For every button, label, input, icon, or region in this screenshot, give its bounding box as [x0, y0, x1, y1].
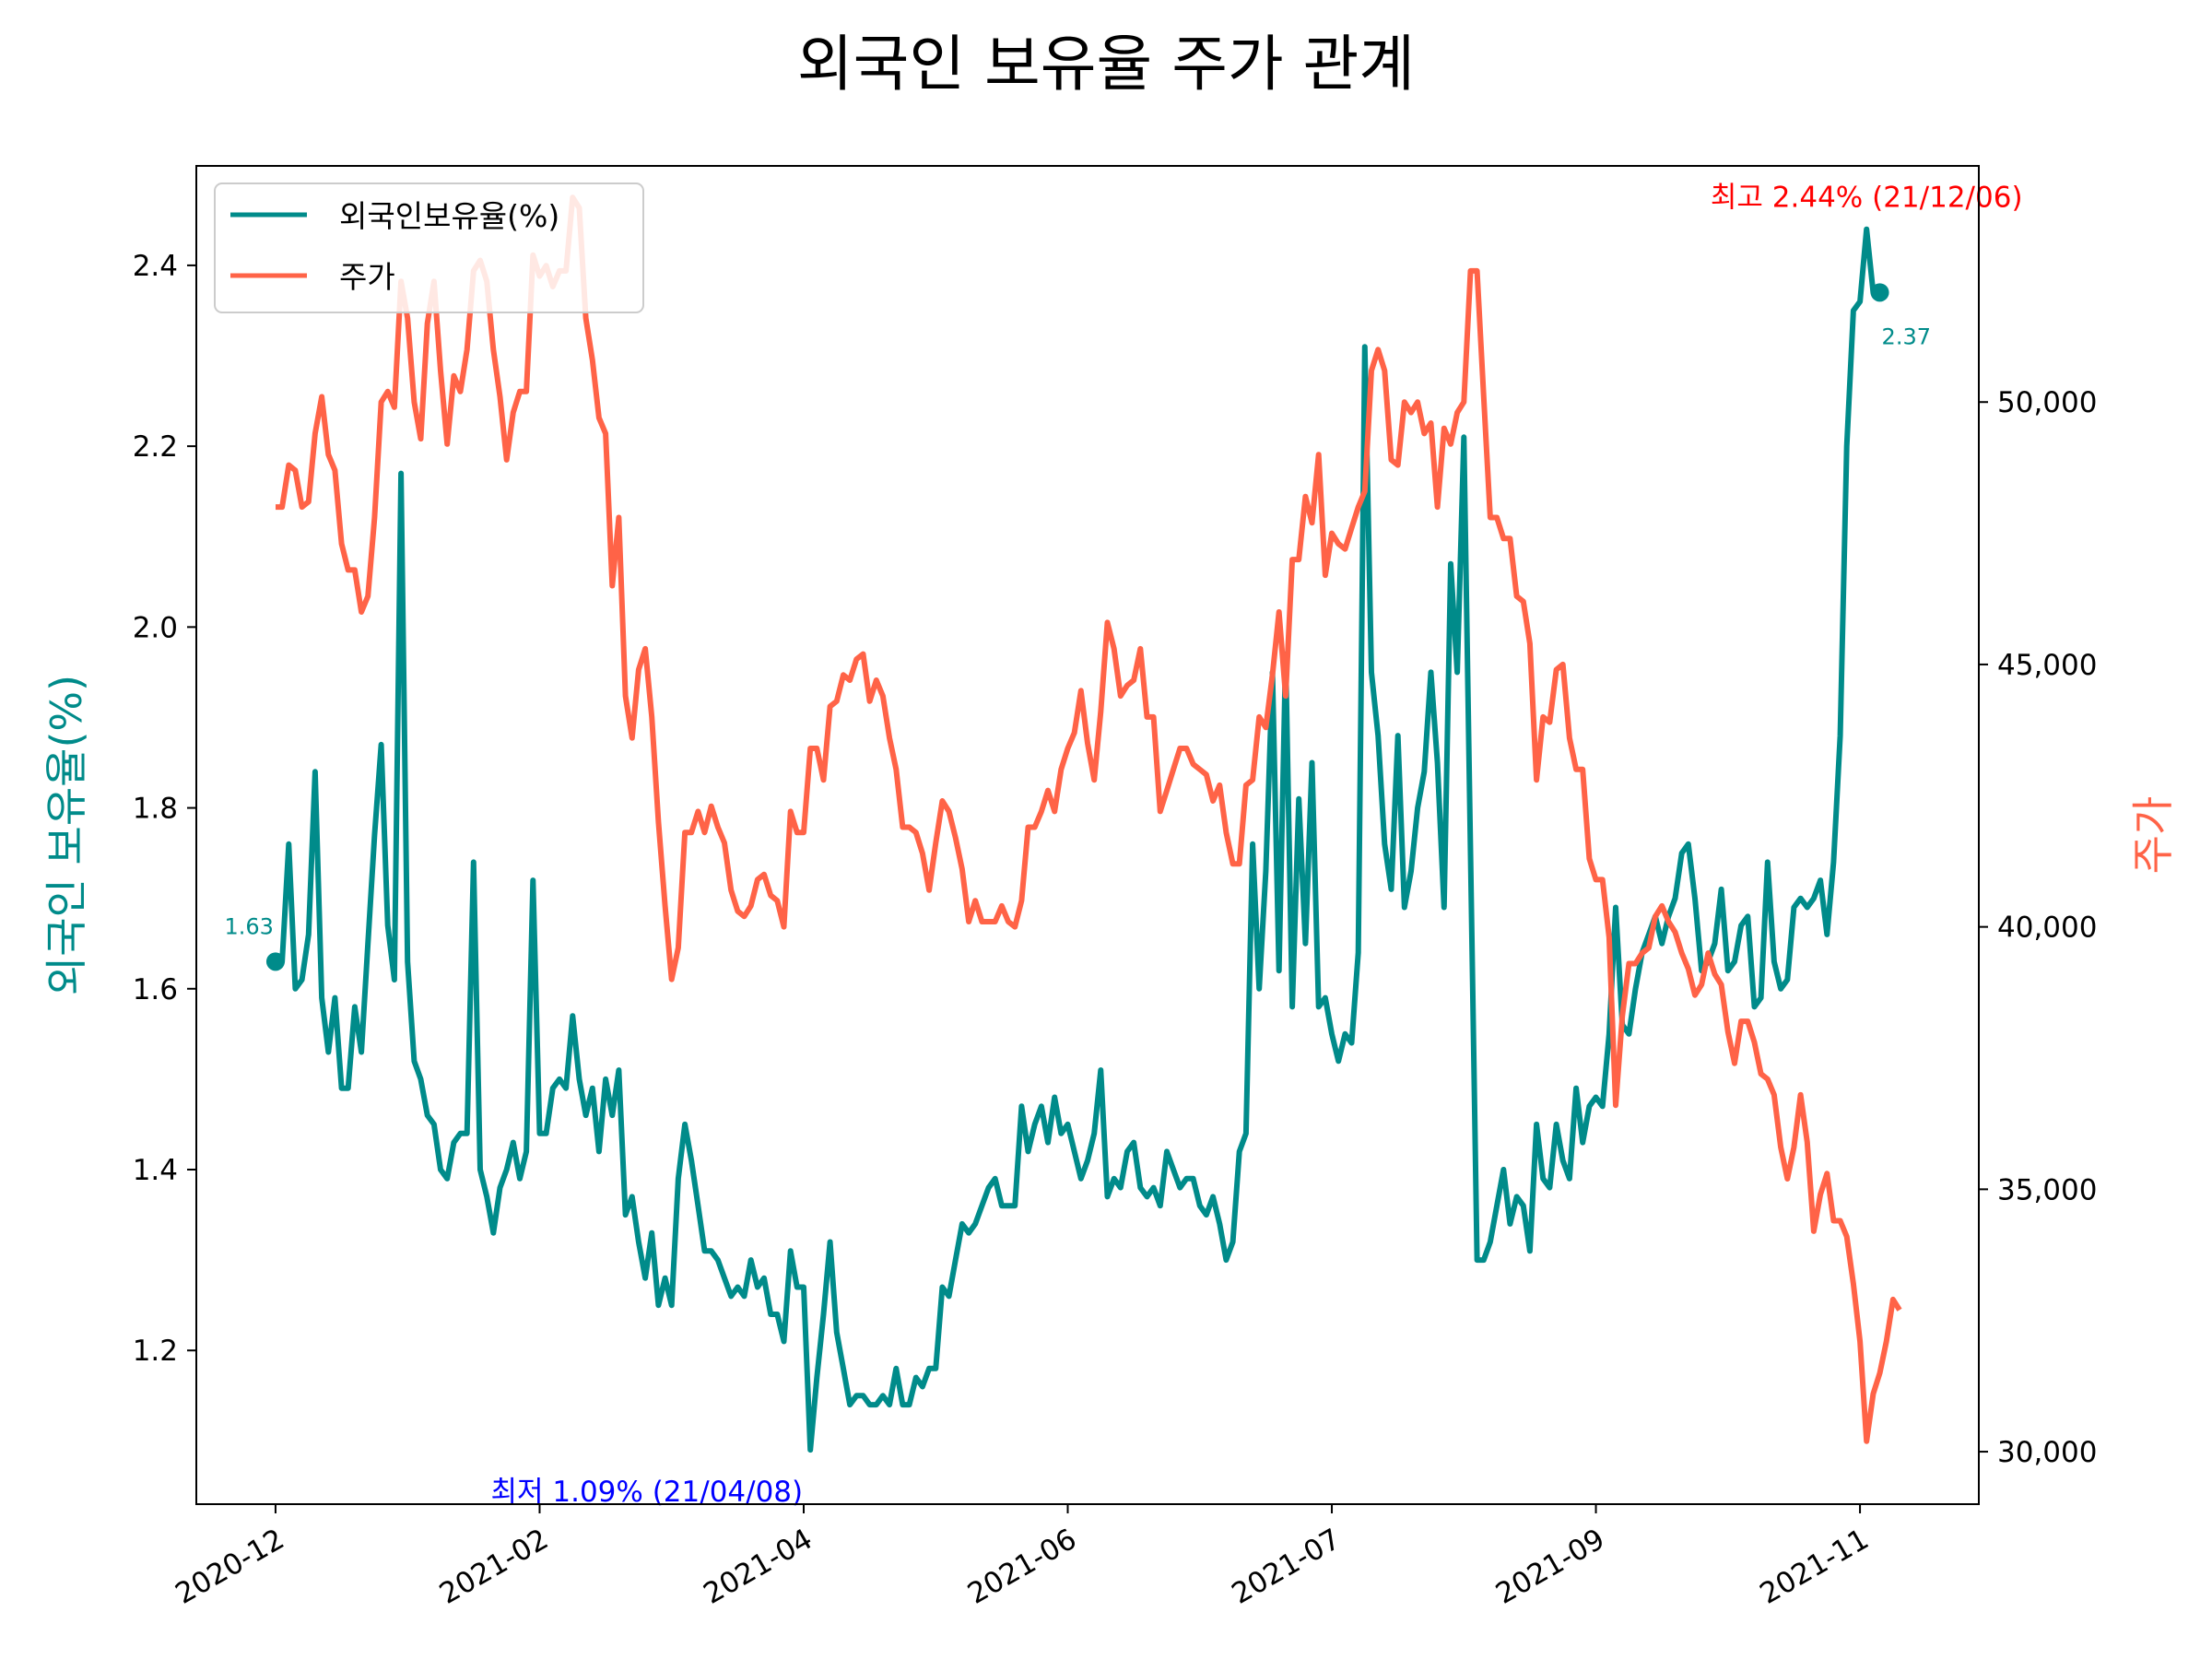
x-tick-label: 2021-06: [962, 1523, 1082, 1611]
legend: 외국인보유율(%) 주가: [214, 182, 644, 313]
y-left-tick-label: 1.2: [133, 1335, 178, 1368]
y-left-tick-label: 1.4: [133, 1154, 178, 1187]
y-axis-left-label: 외국인 보유율(%): [41, 675, 91, 995]
y-left-tick-label: 2.2: [133, 430, 178, 464]
x-tick-label: 2021-11: [1755, 1523, 1875, 1611]
start-point-marker: [265, 952, 285, 971]
max-annotation: 최고 2.44% (21/12/06): [1711, 182, 2023, 215]
x-tick-label: 2021-02: [434, 1523, 554, 1611]
y-axis-right-label: 주가: [2128, 796, 2178, 875]
legend-label-price: 주가: [339, 259, 395, 295]
y-right-tick-label: 30,000: [1997, 1436, 2097, 1469]
foreign-ownership-line: [276, 226, 1880, 1453]
y-right-tick-label: 40,000: [1997, 912, 2097, 945]
y-left-tick-label: 2.4: [133, 250, 178, 283]
stock-price-line: [276, 194, 1902, 1444]
plot-frame: [195, 165, 1980, 1505]
end-value-label: 2.37: [1882, 324, 1931, 349]
legend-box: [214, 182, 644, 313]
y-left-tick-label: 2.0: [133, 611, 178, 644]
legend-label-foreign: 외국인보유율(%): [339, 198, 559, 234]
x-tick-label: 2021-07: [1226, 1523, 1346, 1611]
start-value-label: 1.63: [225, 913, 274, 939]
x-tick-label: 2021-04: [698, 1523, 818, 1611]
chart-title: 외국인 보유율 주가 관계: [797, 29, 1415, 100]
y-right-tick-label: 35,000: [1997, 1173, 2097, 1206]
x-tick-label: 2020-12: [170, 1523, 289, 1611]
y-right-tick-label: 50,000: [1997, 386, 2097, 419]
y-left-tick-label: 1.6: [133, 973, 178, 1006]
y-left-tick-label: 1.8: [133, 793, 178, 826]
end-point-marker: [1870, 283, 1889, 302]
y-right-tick-label: 45,000: [1997, 649, 2097, 682]
x-tick-label: 2021-09: [1490, 1523, 1610, 1611]
